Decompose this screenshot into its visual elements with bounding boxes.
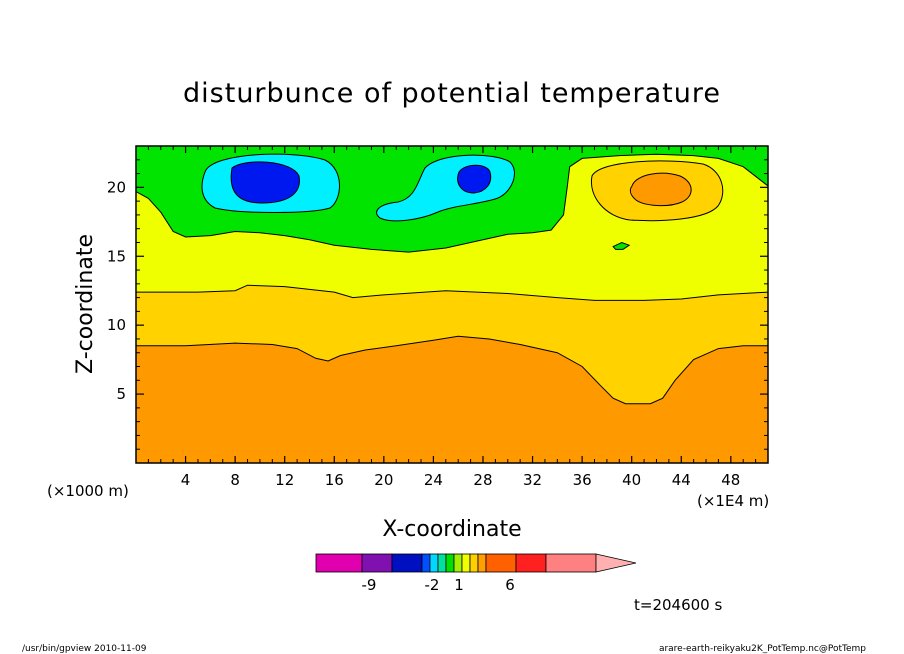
blue-region-left (230, 161, 300, 204)
blue-region-middle (457, 164, 492, 194)
plot-frame (135, 145, 769, 464)
colorbar-tick-label: -9 (362, 576, 377, 594)
footer-left: /usr/bin/gpview 2010-11-09 (22, 644, 147, 654)
x-tick-label: 20 (374, 471, 393, 489)
colorbar-swatch (445, 553, 455, 573)
y-tick-label: 5 (116, 385, 126, 403)
y-axis-label: Z-coordinate (73, 234, 98, 374)
time-label: t=204600 s (634, 596, 722, 614)
colorbar-swatch (469, 553, 479, 573)
colorbar-tick-label: 1 (454, 576, 464, 594)
colorbar-tick-label: -2 (425, 576, 440, 594)
y-tick-label: 15 (107, 247, 126, 265)
colorbar-swatch (485, 553, 517, 573)
x-tick-label: 8 (230, 471, 240, 489)
colorbar-swatch (437, 553, 447, 573)
x-unit-right: (×1E4 m) (697, 492, 769, 510)
y-axis: 5 10 15 20 (107, 159, 768, 450)
x-tick-label: 24 (424, 471, 443, 489)
footer-right: arare-earth-reikyaku2K_PotTemp.nc@PotTem… (659, 644, 866, 654)
colorbar-swatch (429, 553, 439, 573)
colorbar-swatch (391, 553, 423, 573)
chart-title: disturbunce of potential temperature (183, 78, 721, 109)
colorbar-swatch (515, 553, 547, 573)
x-tick-label: 40 (622, 471, 641, 489)
colorbar-swatch (545, 553, 597, 573)
x-axis-label: X-coordinate (382, 517, 521, 542)
x-tick-label: 4 (181, 471, 191, 489)
colorbar-swatch (421, 553, 431, 573)
colorbar (315, 553, 637, 573)
colorbar-tick-label: 6 (505, 576, 515, 594)
x-tick-label: 16 (325, 471, 344, 489)
colorbar-arrow (595, 553, 637, 573)
plot-area (136, 146, 768, 463)
x-tick-label: 44 (672, 471, 691, 489)
colorbar-tick-labels: -9 -2 1 6 (362, 576, 515, 594)
x-tick-label: 48 (721, 471, 740, 489)
y-tick-label: 10 (107, 316, 126, 334)
x-tick-label: 12 (275, 471, 294, 489)
x-tick-label: 36 (573, 471, 592, 489)
colorbar-swatch (453, 553, 463, 573)
x-tick-label: 32 (523, 471, 542, 489)
orange-region-right (629, 172, 692, 207)
x-tick-label: 28 (473, 471, 492, 489)
colorbar-swatch (461, 553, 471, 573)
x-unit-left: (×1000 m) (47, 482, 129, 500)
colorbar-swatch (477, 553, 487, 573)
colorbar-swatch (315, 553, 363, 573)
y-tick-label: 20 (107, 178, 126, 196)
x-axis: 4 8 12 16 20 24 28 32 36 40 44 48 (147, 146, 757, 489)
green-blob (612, 241, 631, 250)
colorbar-swatch (361, 553, 393, 573)
